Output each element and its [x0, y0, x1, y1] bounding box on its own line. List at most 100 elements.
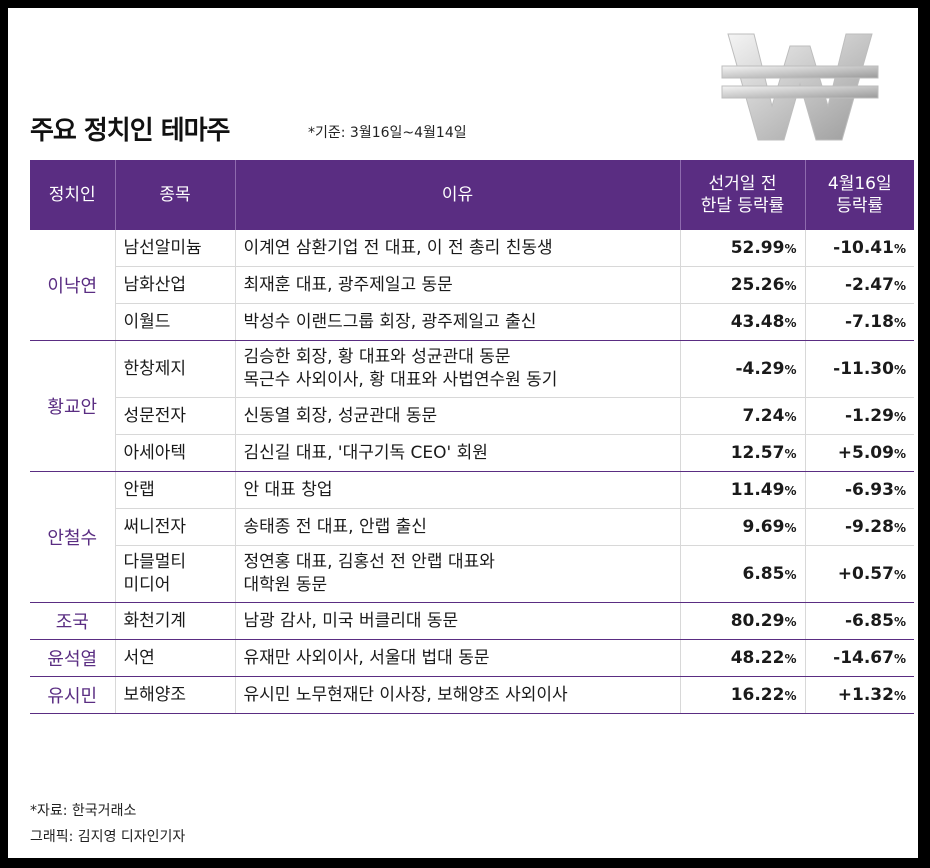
table-row: 성문전자 신동열 회장, 성균관대 동문 7.24% -1.29%: [30, 397, 914, 435]
pre-election-change-cell: 11.49%: [680, 471, 806, 509]
percent-sign: %: [893, 279, 906, 293]
percent-sign: %: [784, 568, 797, 582]
table-row: 이월드 박성수 이랜드그룹 회장, 광주제일고 출신 43.48% -7.18%: [30, 303, 914, 341]
change-value: 9.69: [742, 517, 785, 537]
change-value: 80.29: [730, 611, 785, 631]
apr16-change-cell: -1.29%: [805, 397, 914, 435]
stock-name-cell: 화천기계: [115, 602, 236, 640]
percent-sign: %: [784, 615, 797, 629]
change-value: -14.67: [833, 648, 894, 668]
change-value: -9.28: [844, 517, 894, 537]
reason-cell: 박성수 이랜드그룹 회장, 광주제일고 출신: [235, 303, 681, 341]
header-politician: 정치인: [30, 160, 116, 230]
stock-name-cell: 이월드: [115, 303, 236, 341]
stock-name-cell: 아세아텍: [115, 434, 236, 472]
pre-election-change-cell: 48.22%: [680, 639, 806, 677]
pre-election-change-cell: 43.48%: [680, 303, 806, 341]
change-value: -10.41: [833, 238, 894, 258]
table-header-row: 정치인 종목 이유 선거일 전 한달 등락률 4월16일 등락률: [30, 160, 914, 230]
stock-name-cell: 서연: [115, 639, 236, 677]
period-note: *기준: 3월16일~4월14일: [308, 125, 467, 141]
politician-cell: 조국: [30, 602, 116, 640]
percent-sign: %: [893, 615, 906, 629]
pre-election-change-cell: 6.85%: [680, 545, 806, 603]
percent-sign: %: [784, 316, 797, 330]
change-value: 48.22: [730, 648, 785, 668]
table-row: 써니전자 송태종 전 대표, 안랩 출신 9.69% -9.28%: [30, 508, 914, 546]
politician-cell: 이낙연: [30, 230, 116, 341]
theme-stock-table: 정치인 종목 이유 선거일 전 한달 등락률 4월16일 등락률 이낙연 남선알미…: [30, 160, 914, 714]
percent-sign: %: [893, 484, 906, 498]
pre-election-change-cell: 16.22%: [680, 676, 806, 714]
reason-cell: 신동열 회장, 성균관대 동문: [235, 397, 681, 435]
stock-name-cell: 써니전자: [115, 508, 236, 546]
stock-name-cell: 성문전자: [115, 397, 236, 435]
header-reason: 이유: [235, 160, 681, 230]
pre-election-change-cell: 9.69%: [680, 508, 806, 546]
pre-election-change-cell: 25.26%: [680, 266, 806, 304]
apr16-change-cell: -7.18%: [805, 303, 914, 341]
apr16-change-cell: +5.09%: [805, 434, 914, 472]
table-row: 유시민 보해양조 유시민 노무현재단 이사장, 보해양조 사외이사 16.22% +1.…: [30, 676, 914, 714]
change-value: -2.47: [844, 275, 894, 295]
pre-election-change-cell: 52.99%: [680, 230, 806, 267]
change-value: 16.22: [730, 685, 785, 705]
apr16-change-cell: -10.41%: [805, 230, 914, 267]
pre-election-change-cell: -4.29%: [680, 340, 806, 398]
percent-sign: %: [893, 410, 906, 424]
change-value: +5.09: [837, 443, 894, 463]
change-value: -6.85: [844, 611, 894, 631]
reason-cell: 유재만 사외이사, 서울대 법대 동문: [235, 639, 681, 677]
pre-election-change-cell: 12.57%: [680, 434, 806, 472]
percent-sign: %: [893, 242, 906, 256]
table-row: 황교안 한창제지 김승한 회장, 황 대표와 성균관대 동문 목근수 사외이사, 황…: [30, 340, 914, 472]
header-stock: 종목: [115, 160, 236, 230]
apr16-change-cell: -11.30%: [805, 340, 914, 398]
percent-sign: %: [784, 410, 797, 424]
reason-cell: 정연홍 대표, 김홍선 전 안랩 대표와 대학원 동문: [235, 545, 681, 603]
graphic-credit: 그래픽: 김지영 디자인기자: [30, 829, 186, 845]
percent-sign: %: [893, 568, 906, 582]
percent-sign: %: [893, 652, 906, 666]
source-note: *자료: 한국거래소: [30, 803, 137, 819]
reason-cell: 김승한 회장, 황 대표와 성균관대 동문 목근수 사외이사, 황 대표와 사법…: [235, 340, 681, 398]
apr16-change-cell: -6.93%: [805, 471, 914, 509]
percent-sign: %: [784, 279, 797, 293]
reason-cell: 유시민 노무현재단 이사장, 보해양조 사외이사: [235, 676, 681, 714]
change-value: -11.30: [833, 359, 894, 379]
apr16-change-cell: -14.67%: [805, 639, 914, 677]
apr16-change-cell: +1.32%: [805, 676, 914, 714]
change-value: +0.57: [837, 564, 894, 584]
percent-sign: %: [784, 689, 797, 703]
change-value: -6.93: [844, 480, 894, 500]
change-value: 52.99: [730, 238, 785, 258]
change-value: 12.57: [730, 443, 785, 463]
page-title: 주요 정치인 테마주: [30, 116, 230, 146]
politician-cell: 황교안: [30, 340, 116, 472]
percent-sign: %: [893, 316, 906, 330]
header-apr16-change: 4월16일 등락률: [805, 160, 914, 230]
table-row: 다믈멀티 미디어 정연홍 대표, 김홍선 전 안랩 대표와 대학원 동문 6.85%…: [30, 545, 914, 603]
change-value: +1.32: [837, 685, 894, 705]
change-value: -1.29: [844, 406, 894, 426]
pre-election-change-cell: 80.29%: [680, 602, 806, 640]
stock-name-cell: 한창제지: [115, 340, 236, 398]
percent-sign: %: [893, 689, 906, 703]
change-value: 7.24: [742, 406, 785, 426]
change-value: -7.18: [844, 312, 894, 332]
percent-sign: %: [784, 521, 797, 535]
stock-name-cell: 보해양조: [115, 676, 236, 714]
table-row: 안철수 안랩 안 대표 창업 11.49% -6.93%: [30, 471, 914, 603]
stock-name-cell: 안랩: [115, 471, 236, 509]
reason-cell: 최재훈 대표, 광주제일고 동문: [235, 266, 681, 304]
percent-sign: %: [893, 363, 906, 377]
table-row: 아세아텍 김신길 대표, '대구기독 CEO' 회원 12.57% +5.09%: [30, 434, 914, 472]
table-row: 조국 화천기계 남광 감사, 미국 버클리대 동문 80.29% -6.85%: [30, 602, 914, 640]
change-value: 43.48: [730, 312, 785, 332]
percent-sign: %: [784, 447, 797, 461]
apr16-change-cell: +0.57%: [805, 545, 914, 603]
change-value: 25.26: [730, 275, 785, 295]
percent-sign: %: [784, 652, 797, 666]
percent-sign: %: [893, 521, 906, 535]
reason-cell: 김신길 대표, '대구기독 CEO' 회원: [235, 434, 681, 472]
